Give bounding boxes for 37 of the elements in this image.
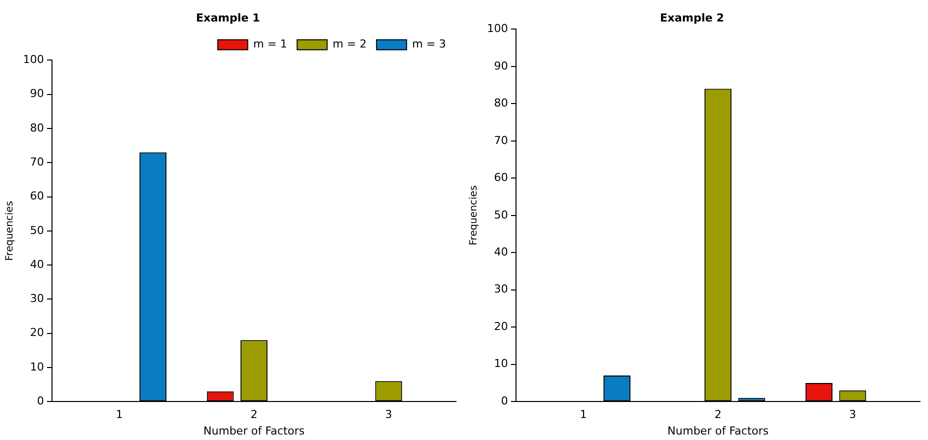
y-tick-label: 40 xyxy=(30,258,44,271)
y-axis-title: Frequencies xyxy=(468,185,480,246)
y-tick-label: 70 xyxy=(30,155,44,168)
y-tick-label: 90 xyxy=(494,59,508,72)
y-tick-label: 50 xyxy=(30,224,44,237)
x-tick-label: 1 xyxy=(580,408,587,422)
y-tick-label: 30 xyxy=(494,282,508,296)
y-tick-label: 50 xyxy=(494,208,508,222)
y-tick-label: 0 xyxy=(36,394,44,408)
x-tick-label: 2 xyxy=(250,408,258,422)
x-axis-title: Number of Factors xyxy=(203,424,305,438)
y-tick-label: 90 xyxy=(30,87,44,100)
y-tick-label: 100 xyxy=(22,53,44,66)
chart-title: Example 1 xyxy=(196,11,260,24)
y-tick-label: 20 xyxy=(494,320,508,333)
x-tick-label: 3 xyxy=(385,408,392,422)
y-tick-label: 0 xyxy=(500,394,508,408)
legend-label: m = 3 xyxy=(412,38,446,51)
y-tick-label: 10 xyxy=(30,360,44,374)
legend-label: m = 2 xyxy=(332,38,367,51)
y-tick-label: 20 xyxy=(30,326,44,340)
x-tick-label: 2 xyxy=(714,408,722,422)
y-tick-label: 10 xyxy=(494,357,508,370)
y-axis-title: Frequencies xyxy=(4,200,16,261)
legend-label: m = 1 xyxy=(253,38,288,51)
y-tick-label: 60 xyxy=(30,190,44,203)
y-tick-label: 80 xyxy=(494,96,508,110)
chart-title: Example 2 xyxy=(660,11,724,24)
x-tick-label: 3 xyxy=(849,408,856,422)
y-tick-label: 70 xyxy=(494,134,508,147)
y-tick-label: 80 xyxy=(30,121,44,134)
x-tick-label: 1 xyxy=(116,408,123,422)
y-tick-label: 100 xyxy=(486,22,508,36)
y-tick-label: 60 xyxy=(494,171,508,184)
y-tick-label: 40 xyxy=(494,246,508,258)
x-axis-title: Number of Factors xyxy=(667,424,769,438)
y-tick-label: 30 xyxy=(30,292,44,306)
